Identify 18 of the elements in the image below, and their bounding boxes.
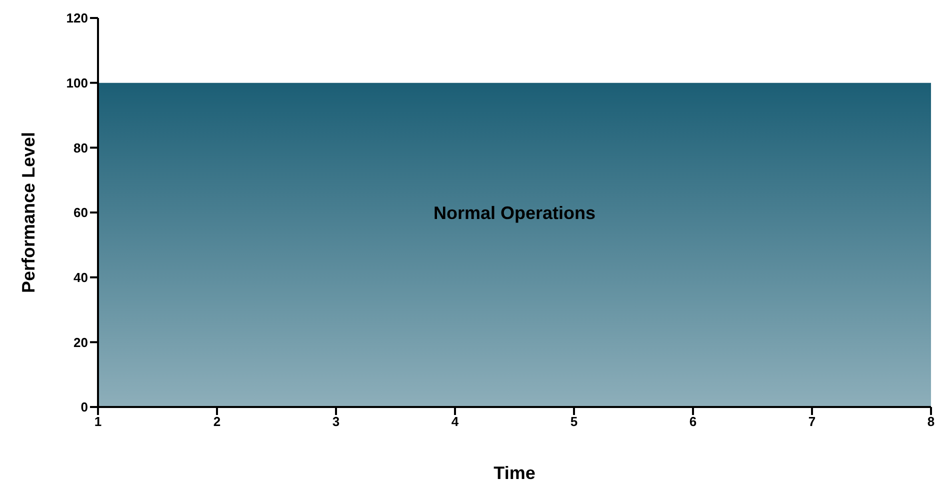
y-tick-label: 80 [74, 140, 88, 156]
x-tick-label: 4 [451, 414, 460, 430]
x-tick-label: 2 [213, 414, 221, 430]
y-tick-label: 20 [74, 334, 88, 350]
annotation: Normal Operations [433, 202, 596, 223]
y-tick-label: 40 [74, 270, 88, 285]
x-tick-label: 8 [927, 414, 935, 430]
x-axis-title: Time [494, 463, 536, 483]
x-tick-label: 7 [808, 414, 816, 430]
y-tick-label: 0 [80, 400, 88, 415]
x-tick-label: 6 [689, 414, 697, 430]
y-tick-label: 120 [66, 10, 88, 26]
y-tick-label: 60 [74, 205, 88, 220]
y-tick-label: 100 [66, 75, 88, 90]
x-tick-label: 1 [94, 414, 102, 430]
y-axis-title: Performance Level [18, 132, 38, 294]
x-tick-label: 5 [570, 414, 578, 430]
x-tick-label: 3 [332, 414, 340, 430]
